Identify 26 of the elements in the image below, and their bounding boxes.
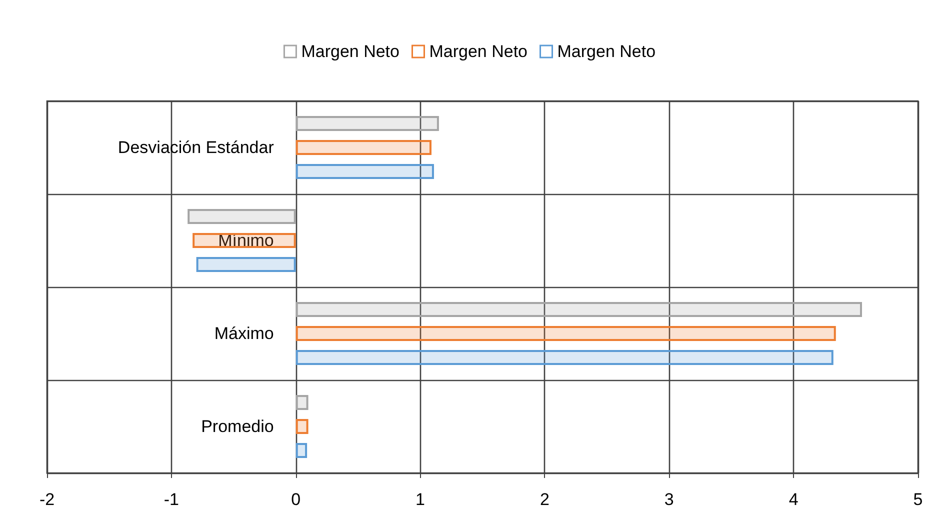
bar bbox=[296, 326, 836, 341]
x-tick-label: 3 bbox=[664, 490, 674, 509]
legend-label: Margen Neto bbox=[557, 42, 656, 61]
y-tick-label: Promedio bbox=[201, 417, 274, 436]
bar bbox=[296, 302, 862, 317]
x-tick-label: 5 bbox=[913, 490, 923, 509]
bar bbox=[196, 257, 296, 272]
bar bbox=[296, 350, 834, 365]
x-tick-label: 4 bbox=[788, 490, 798, 509]
legend-label: Margen Neto bbox=[429, 42, 528, 61]
bar bbox=[188, 209, 296, 224]
bar bbox=[296, 395, 308, 410]
x-tick-label: 2 bbox=[540, 490, 550, 509]
x-tick-label: 1 bbox=[416, 490, 426, 509]
bar bbox=[296, 443, 308, 458]
bar bbox=[296, 419, 308, 434]
bar bbox=[296, 164, 434, 179]
y-tick-label: Mínimo bbox=[218, 231, 274, 250]
legend-label: Margen Neto bbox=[301, 42, 400, 61]
x-tick-label: -2 bbox=[39, 490, 55, 509]
bar bbox=[192, 233, 296, 248]
x-tick-label: 0 bbox=[291, 490, 301, 509]
y-tick-label: Máximo bbox=[214, 324, 274, 343]
bar bbox=[296, 140, 432, 155]
x-tick-label: -1 bbox=[164, 490, 179, 509]
bar bbox=[296, 116, 439, 131]
